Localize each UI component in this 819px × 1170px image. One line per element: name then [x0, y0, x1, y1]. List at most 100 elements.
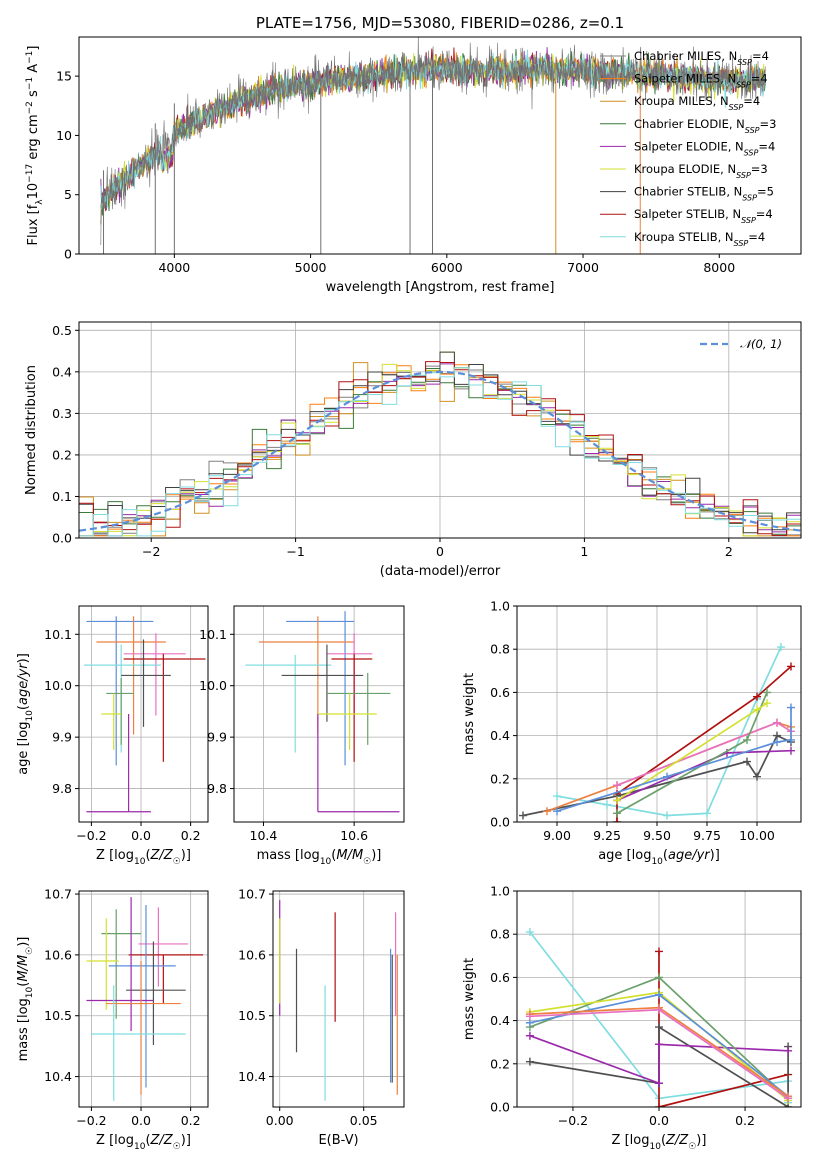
weight-marker	[787, 662, 795, 671]
weight-marker	[525, 928, 534, 937]
legend-label: Salpeter STELIB, NSSP=4	[634, 207, 773, 225]
legend-label: Salpeter ELODIE, NSSP=4	[634, 139, 775, 157]
x-tick-label: 2	[725, 544, 733, 559]
weight-marker	[787, 735, 795, 744]
weight-marker	[763, 699, 771, 708]
y-tick-label: 10.1	[199, 627, 227, 642]
spectrum-panel: 4000 5000 6000 7000 8000 0 5 10 15 wavelength [An…	[25, 36, 802, 295]
weight-lines	[525, 928, 793, 1107]
y-axis-label: Normed distribution	[24, 365, 39, 495]
weight-marker	[655, 1079, 663, 1088]
x-tick-label: 10.4	[250, 828, 278, 843]
x-axis-label: mass [log10(M/M☉)]	[257, 848, 382, 867]
x-axis-label: E(B-V)	[318, 1133, 358, 1148]
figure-title: PLATE=1756, MJD=53080, FIBERID=0286, z=0…	[256, 14, 624, 32]
weight-marker	[655, 1103, 663, 1107]
x-tick-label: 0.2	[735, 1113, 755, 1128]
y-tick-label: 10.6	[238, 947, 266, 962]
x-tick-label: −2	[142, 544, 160, 559]
weight-marker	[519, 811, 527, 820]
legend-label: Chabrier STELIB, NSSP=5	[634, 185, 774, 203]
y-tick-label: 10.1	[44, 627, 72, 642]
x-axis-label: age [log10(age/yr)]	[598, 848, 720, 867]
x-tick-label: 10.00	[739, 828, 775, 843]
y-tick-label: 9.9	[207, 730, 227, 745]
y-axis-label: age [log10(age/yr)]	[16, 653, 35, 775]
axes-frame	[78, 605, 209, 823]
x-tick-label: 0.2	[181, 1113, 201, 1128]
weight-marker	[613, 809, 621, 818]
x-tick-label: 9.25	[593, 828, 621, 843]
y-tick-label: 0.2	[490, 1056, 510, 1071]
y-tick-label: 0.3	[52, 406, 72, 421]
x-tick-label: 0.05	[350, 1113, 378, 1128]
x-tick-label: 5000	[295, 260, 327, 275]
weight-series	[616, 665, 792, 822]
axes-frame	[78, 890, 209, 1108]
y-tick-label: 5	[64, 187, 72, 202]
legend-label: Salpeter MILES, NSSP=4	[634, 72, 768, 90]
weight-marker	[613, 781, 621, 790]
y-tick-label: 0.4	[490, 1013, 510, 1028]
weight-vs-age-panel: 9.00 9.25 9.50 9.75 10.00 0.0 0.2 0.4 0.6 0.8 1.0 m…	[462, 599, 802, 867]
histogram-salpeter-stelib	[79, 361, 801, 536]
errorbars	[279, 900, 398, 1101]
x-tick-label: 6000	[431, 260, 463, 275]
weight-marker	[753, 772, 761, 781]
y-tick-label: 9.8	[207, 781, 227, 796]
x-tick-label: 10.6	[340, 828, 368, 843]
weight-marker	[763, 688, 771, 697]
observed-spectrum	[100, 37, 766, 246]
mass-vs-EBV-panel: 0.00 0.05 10.4 10.5 10.6 10.7 E(B-V)	[238, 887, 405, 1148]
weight-marker	[777, 643, 785, 652]
errorbars	[83, 616, 206, 813]
spectrum-legend: Chabrier MILES, NSSP=4 Salpeter MILES, NS…	[600, 49, 776, 247]
y-tick-label: 0.4	[490, 728, 510, 743]
age-vs-mass-panel: 10.4 10.6 9.8 9.9 10.0 10.1 mass [log10(M/M☉)]	[199, 605, 405, 867]
y-tick-label: 0.1	[52, 489, 72, 504]
y-tick-label: 0.2	[490, 771, 510, 786]
y-tick-label: 10.6	[44, 947, 72, 962]
x-tick-label: −1	[286, 544, 304, 559]
y-axis-label: mass weight	[462, 673, 477, 755]
legend-label: Kroupa STELIB, NSSP=4	[634, 230, 765, 248]
x-axis-label: (data-model)/error	[380, 564, 501, 579]
y-axis-label: Flux [fλ10−17 erg cm−2 s−1 A−1]	[25, 46, 45, 246]
weight-marker	[787, 703, 795, 712]
x-axis-label: Z [log10(Z/Z☉)]	[96, 848, 191, 867]
histograms	[79, 351, 801, 537]
y-tick-label: 10.0	[44, 678, 72, 693]
weight-marker	[743, 735, 751, 744]
weight-marker	[784, 1094, 793, 1103]
weight-marker	[753, 692, 761, 701]
x-tick-label: 0.0	[131, 1113, 151, 1128]
weight-marker	[655, 990, 663, 999]
legend-label: Chabrier ELODIE, NSSP=3	[634, 117, 776, 135]
weight-vs-Z-panel: −0.2 0.0 0.2 0.0 0.2 0.4 0.6 0.8 1.0 mass weight Z…	[462, 884, 802, 1152]
axes-frame	[233, 605, 405, 823]
weight-marker	[663, 811, 671, 820]
y-tick-label: 9.9	[52, 730, 72, 745]
weight-marker	[784, 1046, 793, 1055]
weight-marker	[655, 973, 663, 982]
y-tick-label: 10.5	[238, 1008, 266, 1023]
x-tick-label: 0.00	[266, 1113, 294, 1128]
x-tick-label: 9.50	[643, 828, 671, 843]
y-tick-label: 0.6	[490, 685, 510, 700]
y-tick-label: 10.5	[44, 1008, 72, 1023]
y-axis-label: mass [log10(M/M☉)]	[16, 937, 35, 1062]
y-tick-label: 1.0	[490, 599, 510, 614]
axes-frame	[516, 605, 802, 823]
weight-marker	[773, 718, 781, 727]
legend-label: Chabrier MILES, NSSP=4	[634, 49, 769, 67]
weight-marker	[655, 1005, 663, 1014]
weight-marker	[663, 772, 671, 781]
weight-marker	[553, 792, 561, 801]
x-tick-label: −0.2	[76, 828, 106, 843]
y-tick-label: 10.4	[44, 1069, 72, 1084]
y-tick-label: 9.8	[52, 781, 72, 796]
axes-frame	[78, 36, 802, 255]
weight-marker	[703, 809, 711, 818]
